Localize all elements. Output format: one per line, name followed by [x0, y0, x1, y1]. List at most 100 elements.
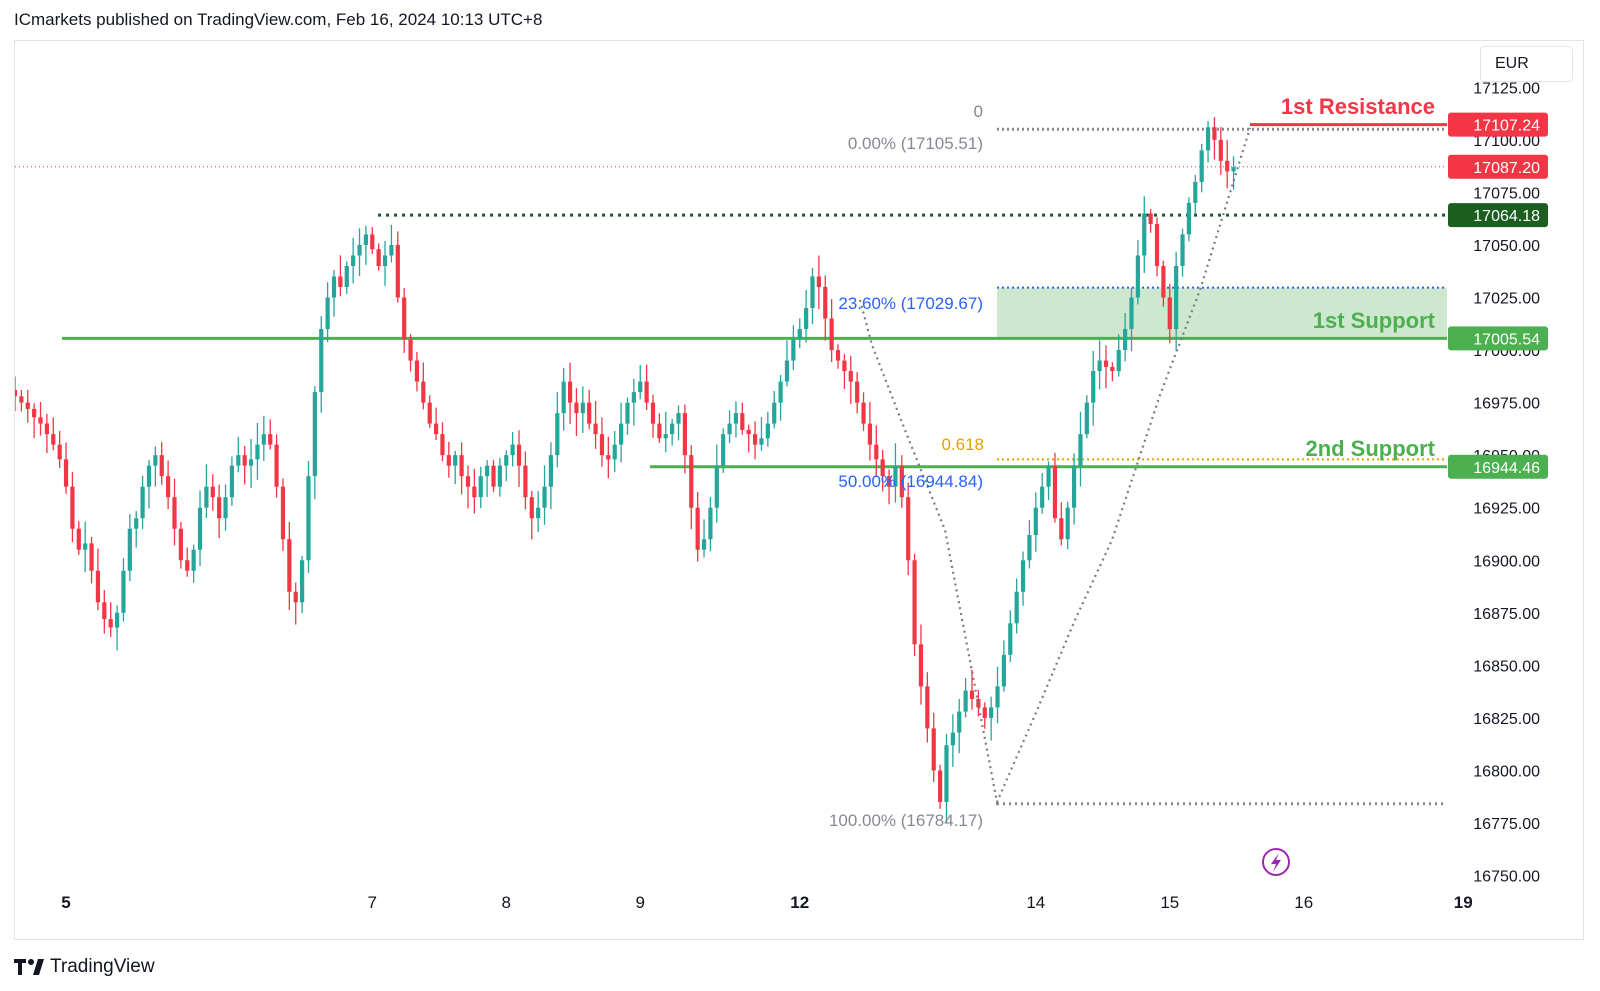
- candle[interactable]: [969, 690, 975, 699]
- candle[interactable]: [829, 318, 834, 351]
- candle[interactable]: [791, 339, 796, 361]
- candle[interactable]: [1218, 139, 1223, 161]
- candle[interactable]: [217, 497, 222, 519]
- candle[interactable]: [395, 244, 400, 298]
- candle[interactable]: [319, 329, 324, 393]
- candle[interactable]: [670, 423, 675, 435]
- candle[interactable]: [102, 602, 107, 620]
- candle[interactable]: [427, 402, 432, 424]
- candle[interactable]: [619, 423, 624, 445]
- candle[interactable]: [1186, 202, 1192, 235]
- candle[interactable]: [293, 591, 298, 603]
- candle[interactable]: [740, 413, 745, 430]
- candle[interactable]: [810, 276, 815, 309]
- candle[interactable]: [867, 423, 873, 445]
- candle[interactable]: [733, 413, 739, 424]
- candle[interactable]: [421, 381, 426, 403]
- candle[interactable]: [402, 297, 407, 340]
- candle[interactable]: [414, 360, 420, 382]
- candle[interactable]: [931, 728, 936, 771]
- candle[interactable]: [121, 570, 126, 613]
- candle[interactable]: [453, 455, 458, 466]
- candle[interactable]: [1014, 591, 1019, 624]
- candle[interactable]: [287, 539, 292, 592]
- candle[interactable]: [938, 770, 943, 802]
- candle[interactable]: [510, 444, 515, 456]
- candle[interactable]: [32, 408, 37, 418]
- candle[interactable]: [1154, 223, 1160, 266]
- candle[interactable]: [433, 423, 439, 435]
- candle[interactable]: [44, 423, 49, 435]
- candle[interactable]: [478, 476, 483, 498]
- candle[interactable]: [906, 497, 911, 561]
- candle[interactable]: [1046, 465, 1051, 487]
- candle[interactable]: [631, 392, 636, 403]
- candle[interactable]: [899, 465, 904, 498]
- candle[interactable]: [63, 459, 69, 487]
- candle[interactable]: [306, 476, 311, 561]
- candle[interactable]: [504, 455, 509, 466]
- candle[interactable]: [166, 476, 171, 498]
- candle[interactable]: [408, 339, 413, 361]
- candle[interactable]: [1231, 167, 1236, 172]
- candle[interactable]: [1078, 434, 1083, 466]
- candle[interactable]: [108, 619, 113, 628]
- candle[interactable]: [638, 381, 643, 393]
- candle[interactable]: [989, 707, 994, 718]
- candle[interactable]: [76, 528, 81, 550]
- candle[interactable]: [95, 570, 101, 603]
- candle[interactable]: [1135, 255, 1140, 298]
- candle[interactable]: [950, 732, 955, 746]
- candle[interactable]: [752, 434, 758, 445]
- candle[interactable]: [1065, 507, 1070, 540]
- candle[interactable]: [261, 434, 266, 445]
- candle[interactable]: [268, 434, 273, 445]
- candle[interactable]: [446, 455, 451, 466]
- chart-frame[interactable]: [14, 40, 1584, 940]
- candle[interactable]: [153, 455, 158, 466]
- candle[interactable]: [382, 255, 388, 266]
- candle[interactable]: [25, 402, 30, 409]
- candle[interactable]: [19, 396, 24, 403]
- candle[interactable]: [650, 402, 656, 424]
- candle[interactable]: [721, 434, 726, 466]
- candle[interactable]: [236, 455, 241, 466]
- candle[interactable]: [886, 476, 892, 487]
- candle[interactable]: [57, 444, 62, 460]
- candle[interactable]: [363, 234, 368, 245]
- candle[interactable]: [689, 455, 694, 508]
- candle[interactable]: [778, 381, 783, 403]
- candle[interactable]: [1027, 535, 1032, 561]
- candle[interactable]: [918, 644, 924, 687]
- candle[interactable]: [957, 711, 962, 733]
- candle[interactable]: [440, 434, 445, 456]
- candle[interactable]: [114, 612, 120, 628]
- candle[interactable]: [536, 507, 541, 519]
- candle[interactable]: [1071, 465, 1077, 508]
- candle[interactable]: [248, 459, 254, 466]
- candle[interactable]: [708, 507, 713, 540]
- candle[interactable]: [759, 438, 764, 445]
- candle[interactable]: [580, 402, 585, 414]
- candle[interactable]: [127, 528, 132, 571]
- candle[interactable]: [370, 234, 375, 250]
- candle[interactable]: [1020, 560, 1026, 592]
- candle[interactable]: [682, 413, 687, 456]
- candle[interactable]: [351, 255, 356, 266]
- candle[interactable]: [1174, 265, 1179, 330]
- candle[interactable]: [229, 465, 235, 498]
- candle[interactable]: [561, 381, 566, 414]
- candle[interactable]: [1116, 350, 1121, 372]
- candle[interactable]: [1033, 507, 1038, 536]
- candle[interactable]: [344, 265, 349, 287]
- candle[interactable]: [727, 423, 732, 435]
- candle[interactable]: [529, 497, 534, 519]
- candle[interactable]: [172, 497, 177, 529]
- candle[interactable]: [134, 518, 139, 529]
- candle[interactable]: [146, 465, 152, 487]
- candle[interactable]: [376, 249, 381, 266]
- candle[interactable]: [178, 528, 183, 561]
- candle[interactable]: [491, 465, 496, 487]
- candle[interactable]: [140, 486, 145, 519]
